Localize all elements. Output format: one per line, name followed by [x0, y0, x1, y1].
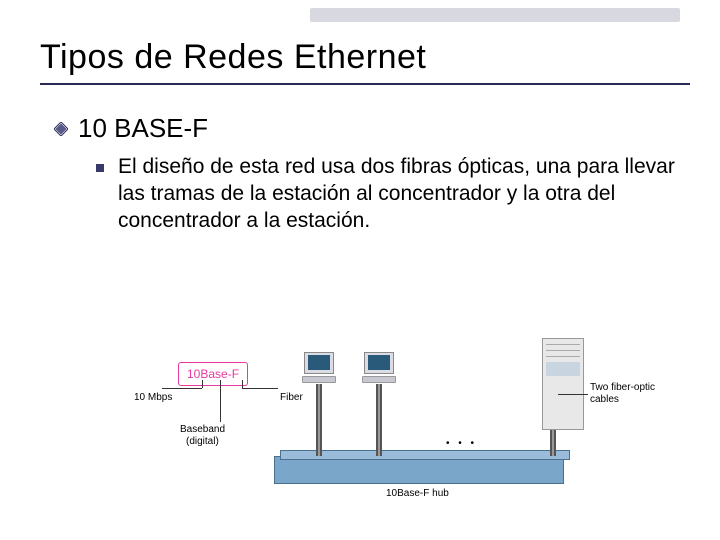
server-tower	[542, 338, 584, 430]
slide-title: Tipos de Redes Ethernet	[40, 38, 690, 85]
pc1-screen	[308, 355, 330, 370]
diagram-badge: 10Base-F	[178, 362, 248, 386]
decorative-top-bar	[310, 8, 680, 22]
bullet-level-1: 10 BASE-F	[54, 113, 690, 144]
server-slot	[546, 344, 580, 345]
server-bay	[546, 362, 580, 376]
square-bullet-icon	[96, 164, 104, 172]
pc2-cable	[376, 384, 382, 456]
leader-line	[242, 380, 243, 388]
ellipsis: • • •	[446, 438, 477, 449]
server-cable	[550, 430, 556, 456]
leader-line	[162, 388, 202, 389]
bullet-level-2: El diseño de esta red usa dos fibras ópt…	[96, 154, 680, 235]
hub-top	[280, 450, 570, 460]
leader-line	[558, 394, 588, 395]
label-hub: 10Base-F hub	[386, 488, 449, 499]
pc2-screen	[368, 355, 390, 370]
hub	[274, 456, 564, 484]
slide-body-text: El diseño de esta red usa dos fibras ópt…	[118, 154, 680, 235]
label-baseband-1: Baseband	[180, 424, 225, 435]
label-baseband-2: (digital)	[186, 436, 219, 447]
label-cables-1: Two fiber-optic	[590, 382, 655, 393]
slide-subtitle: 10 BASE-F	[78, 113, 208, 144]
leader-line	[202, 380, 203, 388]
diagram-badge-text: 10Base-F	[187, 367, 239, 381]
leader-line	[242, 388, 278, 389]
pc1-keyboard	[302, 376, 336, 383]
label-cables-2: cables	[590, 394, 619, 405]
leader-line	[220, 380, 221, 422]
label-medium: Fiber	[280, 392, 303, 403]
pc2-keyboard	[362, 376, 396, 383]
slide-content: Tipos de Redes Ethernet 10 BASE-F El dis…	[40, 38, 690, 520]
label-rate: 10 Mbps	[134, 392, 172, 403]
server-slot	[546, 356, 580, 357]
diamond-icon	[54, 122, 68, 136]
network-diagram: 10Base-F 10 Mbps Fiber Baseband (digital…	[134, 338, 654, 518]
server-slot	[546, 350, 580, 351]
pc1-cable	[316, 384, 322, 456]
